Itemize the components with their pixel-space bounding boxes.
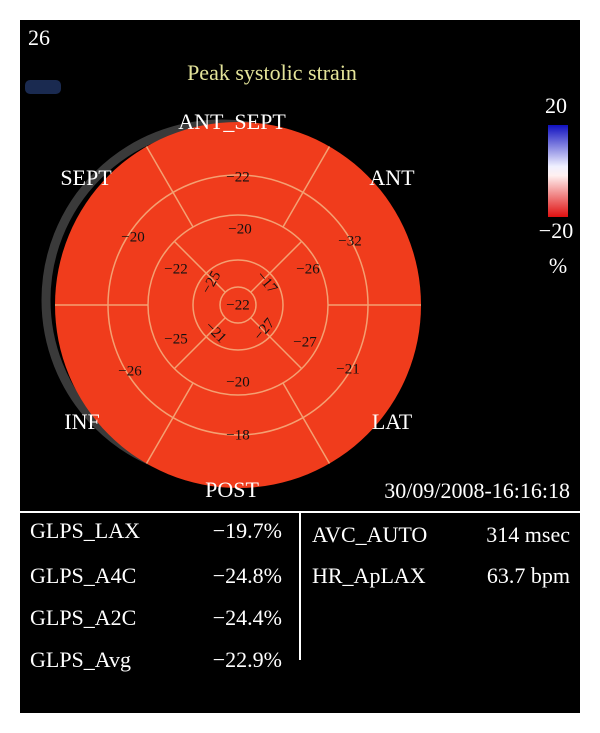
measure-name: HR_ApLAX xyxy=(312,563,426,588)
measure-name: GLPS_A4C xyxy=(30,563,136,588)
segment-value: −26 xyxy=(118,363,142,379)
frame-number: 26 xyxy=(28,25,50,50)
segment-value: −25 xyxy=(164,331,187,347)
wall-label: ANT xyxy=(369,165,415,190)
segment-value: −20 xyxy=(226,374,249,390)
colorbar-unit: % xyxy=(549,253,567,278)
segment-value: −26 xyxy=(296,261,320,277)
segment-divider xyxy=(145,146,194,228)
color-bar xyxy=(548,125,568,217)
ring xyxy=(192,259,284,351)
segment-value: −22 xyxy=(226,297,249,313)
segment-divider xyxy=(282,382,331,464)
segment-divider xyxy=(173,240,226,293)
measure-value: −24.8% xyxy=(213,563,282,588)
segment-value: −27 xyxy=(293,334,317,350)
segment-value: −22 xyxy=(226,169,249,185)
measure-value: −22.9% xyxy=(213,647,282,672)
segment-value: −20 xyxy=(121,229,144,245)
measure-name: GLPS_LAX xyxy=(30,518,140,543)
wall-label: SEPT xyxy=(60,165,112,190)
measure-value: −24.4% xyxy=(213,605,282,630)
measure-value: 63.7 bpm xyxy=(487,563,570,588)
wall-label: POST xyxy=(205,477,259,502)
colorbar-max: 20 xyxy=(545,93,567,118)
wall-label: LAT xyxy=(372,409,413,434)
segment-divider xyxy=(173,317,226,370)
wall-label: INF xyxy=(64,409,99,434)
artifact xyxy=(25,80,61,94)
measure-value: −19.7% xyxy=(213,518,282,543)
measure-value: 314 msec xyxy=(486,522,570,547)
timestamp: 30/09/2008-16:16:18 xyxy=(384,478,570,503)
segment-value: −32 xyxy=(338,233,361,249)
wall-label: ANT_SEPT xyxy=(178,109,286,134)
segment-divider xyxy=(282,146,331,228)
segment-value: −18 xyxy=(226,427,249,443)
segment-divider xyxy=(250,317,303,370)
segment-value: −21 xyxy=(336,361,359,377)
measure-name: GLPS_Avg xyxy=(30,647,131,672)
ring xyxy=(219,286,257,324)
segment-value: −22 xyxy=(164,261,187,277)
colorbar-min: −20 xyxy=(539,218,573,243)
measure-name: GLPS_A2C xyxy=(30,605,136,630)
segment-divider xyxy=(145,382,194,464)
segment-value: −20 xyxy=(228,221,251,237)
bullseye xyxy=(55,122,421,488)
title: Peak systolic strain xyxy=(187,60,357,85)
measure-name: AVC_AUTO xyxy=(312,522,427,547)
segment-divider xyxy=(250,240,303,293)
